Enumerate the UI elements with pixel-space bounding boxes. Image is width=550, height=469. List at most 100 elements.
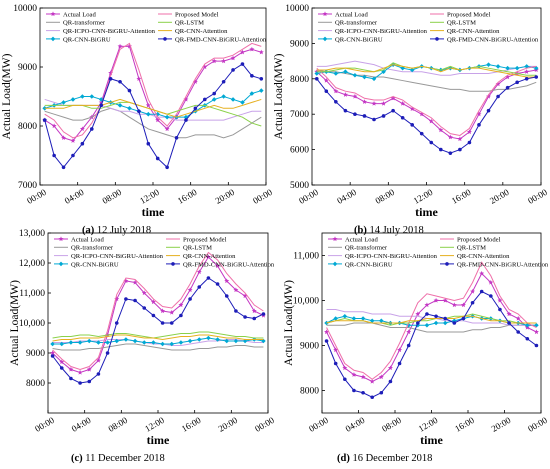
caption-d-letter: (d) [337, 453, 350, 464]
data-point [249, 46, 255, 52]
data-point [460, 302, 466, 308]
data-point [333, 347, 339, 353]
data-point [117, 43, 123, 49]
y-tick-label: 10,000 [293, 297, 319, 307]
data-point [174, 136, 179, 140]
data-point [370, 395, 374, 400]
series-line [316, 64, 537, 78]
series-qr-cnn-attention [52, 334, 264, 342]
data-point [145, 111, 151, 117]
x-tick-label: 12:00 [417, 415, 440, 434]
data-point [69, 376, 73, 381]
legend-label: QR-FMD-CNN-BiGRU-Attention [457, 261, 549, 268]
data-point [351, 316, 357, 321]
data-point [433, 297, 439, 303]
data-point [137, 109, 141, 114]
caption-d-text: 16 December 2018 [349, 453, 433, 464]
series-qr-cnn-attention [44, 98, 262, 118]
data-point [387, 365, 393, 371]
data-point [146, 141, 151, 146]
data-point [410, 123, 414, 127]
legend-label: QR-transformer [71, 245, 114, 252]
data-point [495, 64, 501, 69]
data-point [169, 341, 175, 347]
data-point [239, 49, 245, 55]
data-point [447, 134, 453, 140]
data-point [59, 341, 65, 347]
data-point [434, 314, 438, 319]
data-point [160, 308, 166, 314]
series-qr-icpo-cnn-bigru-attention [52, 339, 264, 346]
caption-b: (b) 14 July 2018 [354, 225, 424, 236]
y-tick-label: 9000 [18, 63, 37, 73]
data-point [133, 298, 137, 303]
data-point [479, 289, 484, 294]
data-point [224, 338, 230, 344]
data-point [178, 302, 184, 308]
legend-label: Proposed Model [183, 236, 227, 243]
data-point [51, 123, 57, 129]
data-point [68, 340, 74, 345]
data-point [390, 95, 396, 101]
series-line [52, 256, 264, 374]
y-tick-label: 5000 [290, 181, 309, 191]
legend-marker [445, 262, 449, 266]
series-actual-load [50, 254, 266, 375]
data-point [515, 80, 519, 85]
legend-label: QR-FMD-CNN-BiGRU-Attention [175, 36, 267, 43]
legend-label: Actual Load [63, 11, 96, 18]
series-qr-fmd-cnn-bigru-attention [314, 75, 539, 155]
data-point [86, 366, 92, 372]
legend-marker [50, 36, 56, 42]
data-point [79, 126, 85, 132]
data-point [258, 49, 264, 55]
data-point [50, 341, 55, 347]
data-point [467, 140, 472, 145]
data-point [314, 71, 320, 76]
data-point [252, 316, 257, 321]
series-line [316, 60, 537, 76]
data-point [343, 108, 348, 113]
data-point [127, 106, 132, 111]
data-point [80, 94, 85, 99]
legend-label: QR-ICPO-CNN-BiGRU-Attention [63, 28, 156, 35]
x-tick-label: 16:00 [180, 415, 203, 434]
data-point [250, 74, 254, 78]
caption-b-letter: (b) [354, 225, 367, 236]
data-point [251, 308, 257, 314]
x-tick-label: 08:00 [380, 415, 403, 434]
data-point [114, 338, 120, 344]
series-line [52, 331, 264, 339]
legend-label: QR-FMD-CNN-BiGRU-Attention [183, 261, 275, 268]
series-qr-cnn-attention [316, 64, 537, 78]
data-point [151, 340, 156, 345]
series-qr-transformer [44, 107, 262, 139]
data-point [96, 340, 101, 345]
legend-label: QR-CNN-BiGRU [63, 36, 111, 43]
legend-marker [435, 37, 439, 41]
legend: Actual Load QR-transformerQR-ICPO-CNN-BiG… [318, 11, 539, 43]
series-line [44, 98, 262, 118]
legend-marker [332, 261, 338, 267]
data-point [95, 357, 101, 363]
data-point [505, 85, 510, 90]
data-point [50, 350, 56, 356]
data-point [505, 74, 511, 80]
y-tick-label: 9000 [290, 39, 309, 49]
legend-marker [171, 262, 175, 266]
series-line [52, 343, 264, 351]
data-point [388, 379, 393, 384]
data-point [524, 77, 529, 81]
series-qr-icpo-cnn-bigru-attention [316, 60, 537, 76]
data-point [105, 351, 110, 355]
legend-marker [58, 261, 64, 267]
data-point [324, 89, 329, 93]
x-tick-label: 00:00 [307, 415, 330, 434]
series-line [44, 45, 262, 142]
data-point [183, 96, 189, 102]
data-point [215, 263, 221, 269]
legend: Actual Load QR-transformerQR-ICPO-CNN-BiG… [54, 236, 275, 268]
data-point [188, 297, 192, 301]
data-point [142, 306, 147, 310]
legend-label: Proposed Model [457, 236, 501, 243]
